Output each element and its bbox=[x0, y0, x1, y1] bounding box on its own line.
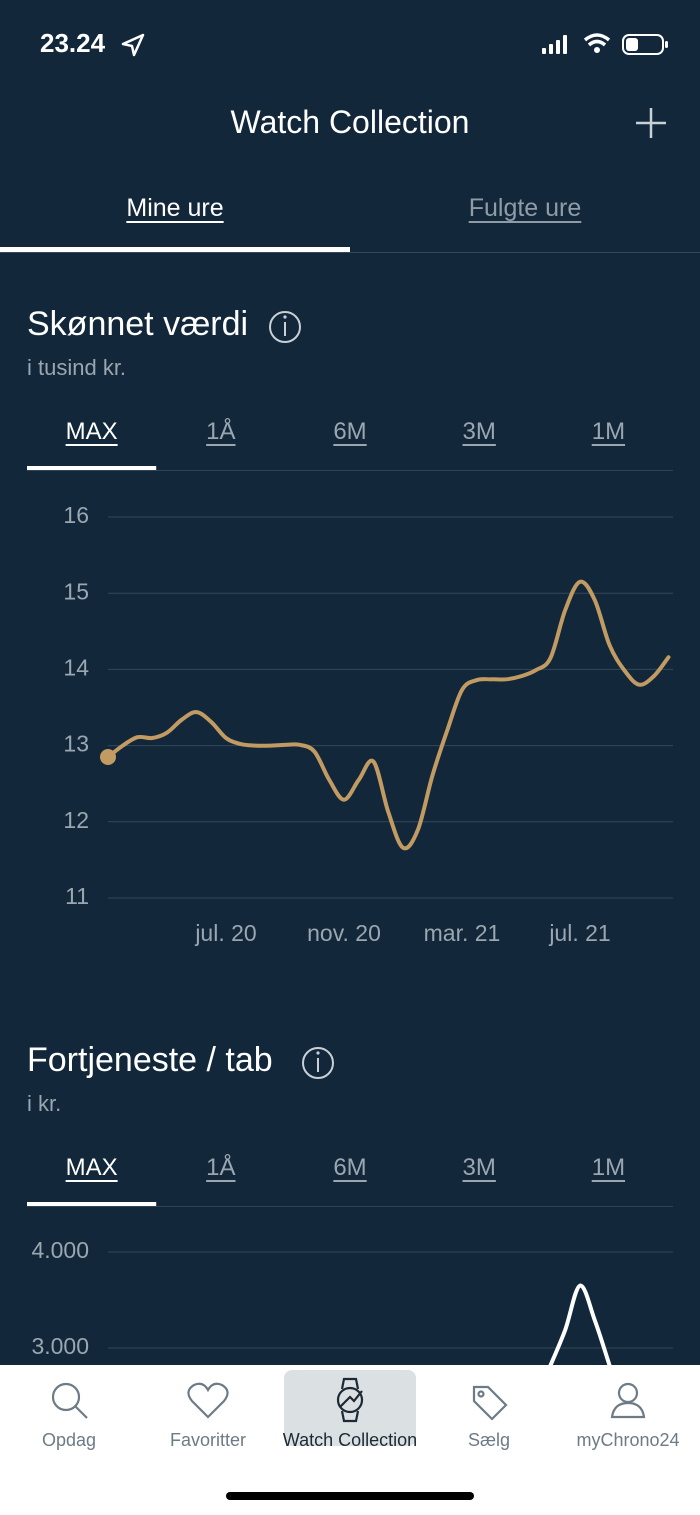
range-button[interactable]: MAX bbox=[65, 1154, 118, 1181]
range-button[interactable]: 1M bbox=[591, 418, 626, 445]
nav-item[interactable]: Sælg bbox=[467, 1430, 511, 1450]
nav-item[interactable]: Favoritter bbox=[169, 1430, 247, 1450]
nav-item[interactable]: myChrono24 bbox=[576, 1430, 680, 1450]
y-tick-label: 16 bbox=[63, 502, 89, 528]
y-tick-label: 13 bbox=[63, 731, 89, 757]
info-icon[interactable] bbox=[269, 311, 301, 343]
header-tab[interactable]: Mine ure bbox=[126, 194, 224, 222]
y-tick-label: 3.000 bbox=[31, 1333, 89, 1359]
chart-subtitle: i tusind kr. bbox=[27, 355, 127, 380]
y-tick-label: 12 bbox=[63, 807, 89, 833]
tab-separator bbox=[0, 252, 700, 253]
status-icons bbox=[542, 33, 668, 55]
add-button[interactable] bbox=[634, 106, 668, 140]
header-tab[interactable]: Fulgte ure bbox=[468, 194, 582, 222]
x-tick-label: jul. 20 bbox=[194, 920, 256, 946]
range-indicator bbox=[27, 1202, 157, 1206]
range-button[interactable]: 6M bbox=[333, 1154, 367, 1181]
range-button[interactable]: MAX bbox=[65, 418, 118, 445]
info-icon[interactable] bbox=[302, 1047, 334, 1079]
y-tick-label: 4.000 bbox=[31, 1237, 89, 1263]
nav-icons bbox=[51, 1377, 646, 1500]
range-button[interactable]: 1M bbox=[591, 1154, 626, 1181]
y-tick-label: 11 bbox=[65, 883, 89, 909]
x-tick-label: mar. 21 bbox=[424, 920, 501, 946]
x-tick-label: jul. 21 bbox=[548, 920, 610, 946]
y-tick-label: 14 bbox=[63, 654, 89, 680]
range-button[interactable]: 6M bbox=[333, 418, 367, 445]
nav-item[interactable]: Watch Collection bbox=[282, 1430, 418, 1450]
range-button[interactable]: 3M bbox=[462, 418, 496, 445]
range-button[interactable]: 1Å bbox=[206, 1154, 236, 1181]
start-point bbox=[100, 749, 116, 766]
range-button[interactable]: 1Å bbox=[206, 418, 236, 445]
value-line bbox=[106, 579, 671, 851]
tab-indicator bbox=[0, 247, 350, 252]
charts: 11 12 13 14 15 16 jul. 20 nov. 20 mar. 21 jul. 21… bbox=[27, 311, 673, 1365]
chart-subtitle: i kr. bbox=[27, 1091, 62, 1116]
status-time: 23.24 bbox=[40, 28, 106, 58]
y-tick-label: 15 bbox=[63, 578, 89, 604]
chart-title: Fortjeneste / tab bbox=[27, 1041, 273, 1079]
value-line bbox=[548, 1283, 612, 1365]
x-tick-label: nov. 20 bbox=[307, 920, 381, 946]
range-button[interactable]: 3M bbox=[462, 1154, 496, 1181]
range-indicator bbox=[27, 466, 157, 470]
chart-title: Skønnet værdi bbox=[27, 305, 249, 343]
location-icon bbox=[121, 33, 145, 57]
nav-item[interactable]: Opdag bbox=[41, 1430, 97, 1450]
nav-active-bg bbox=[284, 1370, 416, 1446]
header-title: Watch Collection bbox=[230, 104, 470, 140]
